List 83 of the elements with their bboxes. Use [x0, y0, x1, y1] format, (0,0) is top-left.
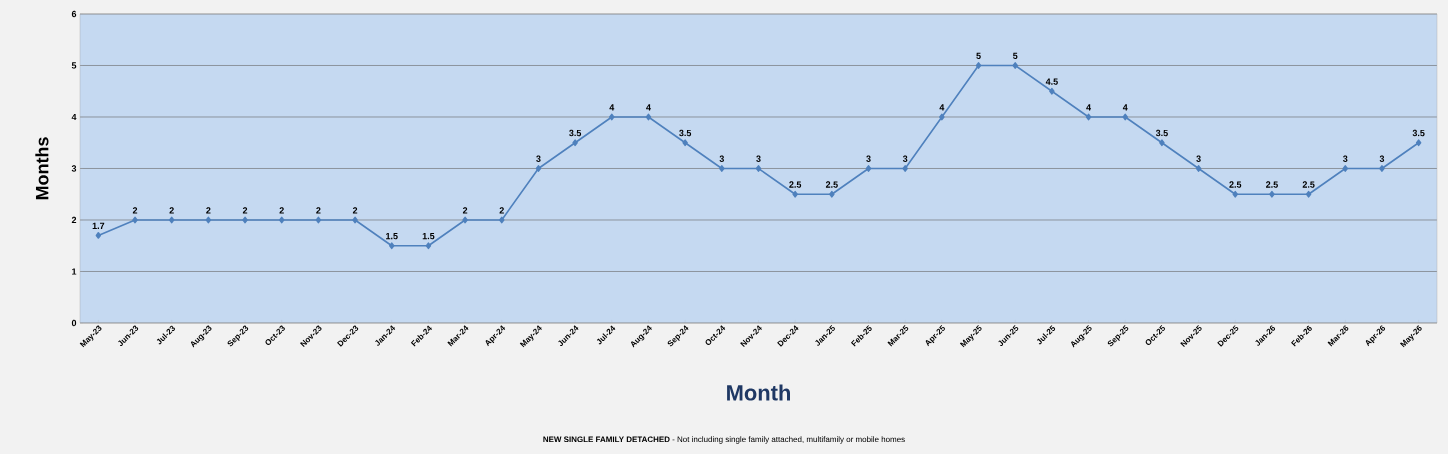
data-label: 4 — [1086, 104, 1092, 111]
data-label: 2.5 — [1266, 181, 1278, 188]
point — [352, 216, 358, 224]
data-label: 2.5 — [1229, 181, 1242, 188]
data-label: 2.5 — [825, 181, 838, 188]
point — [755, 165, 762, 172]
point — [278, 216, 285, 224]
point — [829, 190, 835, 198]
data-label: 3 — [756, 155, 761, 162]
point — [1085, 113, 1092, 121]
point — [1122, 113, 1128, 121]
data-label: 3 — [1196, 155, 1201, 162]
data-label: 2 — [316, 207, 321, 214]
point — [1159, 139, 1165, 147]
data-label: 3 — [1342, 155, 1348, 162]
point — [1379, 165, 1385, 172]
data-label: 5 — [976, 52, 981, 59]
data-label: 2.5 — [1302, 181, 1315, 188]
data-label: 1.7 — [92, 222, 105, 229]
data-label: 3 — [536, 155, 541, 162]
point — [682, 139, 688, 147]
point — [1415, 139, 1422, 147]
point — [865, 165, 872, 172]
y-tick-label: 3 — [71, 165, 77, 172]
point — [609, 113, 615, 121]
point — [1232, 190, 1238, 198]
point — [1049, 87, 1055, 95]
data-label: 2 — [206, 207, 211, 214]
data-label: 2 — [462, 207, 468, 214]
point — [939, 113, 945, 121]
point — [902, 165, 908, 172]
data-label: 4 — [646, 104, 651, 111]
point — [205, 216, 212, 224]
point — [535, 165, 542, 172]
data-label: 3 — [902, 155, 908, 162]
data-label: 2.5 — [789, 181, 802, 188]
point — [462, 216, 468, 224]
point — [1269, 190, 1275, 198]
point — [168, 216, 175, 224]
data-label: 3 — [866, 155, 871, 162]
data-label: 3 — [719, 155, 724, 162]
y-tick-label: 6 — [71, 10, 77, 18]
data-label: 2 — [499, 207, 504, 214]
point — [792, 190, 798, 198]
data-label: 3.5 — [1155, 129, 1168, 137]
point — [499, 216, 505, 224]
y-tick-label: 2 — [71, 216, 77, 224]
point — [132, 216, 138, 224]
data-label: 5 — [1013, 52, 1018, 59]
data-label: 3.5 — [679, 129, 692, 137]
point — [975, 62, 982, 69]
point — [242, 216, 248, 224]
data-label: 2 — [242, 207, 248, 214]
x-axis-title: Month — [727, 384, 790, 401]
data-label: 3.5 — [569, 129, 582, 137]
data-label: 3 — [1379, 155, 1385, 162]
point — [572, 139, 578, 147]
y-tick-label: 1 — [72, 268, 77, 275]
data-label: 4.5 — [1045, 78, 1058, 85]
point — [645, 113, 652, 121]
y-tick-label: 4 — [71, 113, 77, 121]
data-label: 2 — [352, 207, 358, 214]
y-tick-label: 5 — [71, 62, 77, 69]
data-label: 2 — [169, 207, 174, 214]
data-label: 4 — [939, 104, 945, 111]
data-label: 1.5 — [422, 232, 435, 240]
data-label: 4 — [609, 104, 615, 111]
data-label: 4 — [1122, 104, 1128, 111]
point — [389, 242, 395, 250]
point — [1305, 190, 1312, 198]
point — [1195, 165, 1202, 172]
data-label: 2 — [279, 207, 284, 214]
point — [315, 216, 322, 224]
point — [719, 165, 725, 172]
y-axis-title: Months — [35, 137, 49, 200]
point — [95, 232, 102, 239]
point — [1012, 62, 1018, 69]
point — [425, 242, 432, 250]
data-label: 2 — [132, 207, 138, 214]
point — [1342, 165, 1349, 172]
y-tick-label: 0 — [71, 319, 77, 327]
data-label: 3.5 — [1412, 129, 1425, 137]
data-label: 1.5 — [386, 232, 398, 240]
